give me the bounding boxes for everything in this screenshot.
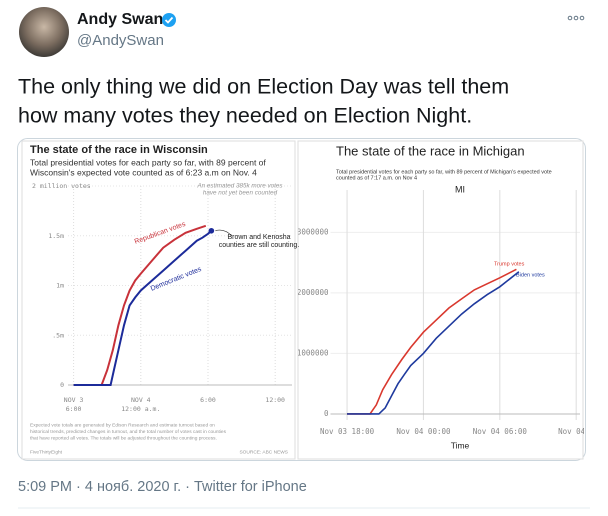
footnote: historical trends, predicted changes in …	[30, 429, 227, 435]
tweet-text: how many votes they needed on Election N…	[18, 104, 472, 128]
x-tick-label: Nov 04 00:00	[396, 427, 451, 436]
chart-title: The state of the race in Wisconsin	[30, 144, 208, 156]
more-menu[interactable]	[567, 15, 585, 21]
chart-title: The state of the race in Michigan	[336, 143, 525, 158]
y-tick-label: .5m	[52, 331, 64, 339]
series-line	[347, 271, 520, 415]
annotation-arrow	[215, 229, 233, 237]
chart-subtitle: Total presidential votes for each party …	[30, 157, 266, 167]
y-tick-label: 0	[324, 409, 329, 418]
x-tick-label: Nov 04 1	[558, 427, 594, 436]
x-tick-label: 12:00 a.m.	[121, 405, 160, 413]
annotation: have not yet been counted	[203, 190, 278, 197]
tweet-footer: 5:09 PM · 4 нояб. 2020 г. · Twitter for …	[18, 479, 307, 495]
x-tick-label: NOV 4	[131, 396, 151, 404]
y-tick-label: 0	[60, 381, 64, 389]
chart-subtitle: Total presidential votes for each party …	[336, 169, 552, 175]
annotation: Brown and Kenosha	[227, 234, 290, 241]
series-line	[73, 230, 213, 386]
series-label: Trump votes	[494, 261, 525, 267]
y-tick-label: 1m	[56, 282, 64, 290]
author-handle[interactable]: @AndySwan	[77, 32, 164, 49]
chart-panel	[297, 140, 584, 460]
panel-label: MI	[455, 184, 465, 194]
x-tick-label: 6:00	[200, 396, 216, 404]
footnote: that have reported all votes. The totals…	[30, 435, 217, 441]
annotation: counties are still counting.	[219, 242, 300, 249]
y-tick-label: 3000000	[297, 227, 329, 236]
y-tick-label: 2000000	[297, 288, 329, 297]
end-dot	[208, 227, 215, 234]
x-tick-label: Nov 03 18:00	[320, 427, 375, 436]
annotation: An estimated 385k more votes	[196, 183, 283, 190]
x-tick-label: NOV 3	[64, 396, 84, 404]
x-tick-label: 6:00	[66, 405, 82, 413]
michigan-chart: The state of the race in Michigan Total p…	[297, 143, 594, 450]
y-tick-label: 2 million votes	[32, 182, 91, 190]
x-axis-title: Time	[451, 440, 470, 450]
x-tick-label: 12:00	[265, 396, 285, 404]
y-tick-label: 1.5m	[48, 232, 64, 240]
verified-badge	[162, 13, 176, 27]
source: FiveThirtyEight	[30, 449, 63, 455]
chart-subtitle: Wisconsin's expected vote counted as of …	[30, 167, 257, 177]
series-line	[347, 268, 517, 415]
y-tick-label: 1000000	[297, 348, 329, 357]
credit: SOURCE: ABC NEWS	[239, 449, 288, 455]
chart-panel	[21, 140, 296, 460]
author-name[interactable]: Andy Swan	[77, 11, 163, 28]
chart-subtitle: counted as of 7:17 a.m. on Nov 4	[336, 175, 417, 181]
x-tick-label: Nov 04 06:00	[473, 427, 528, 436]
series-label: Biden votes	[516, 272, 545, 278]
avatar[interactable]	[19, 7, 69, 57]
series-line	[73, 224, 207, 386]
footnote: Expected vote totals are generated by Ed…	[30, 422, 215, 428]
tweet-text: The only thing we did on Election Day wa…	[18, 75, 509, 99]
